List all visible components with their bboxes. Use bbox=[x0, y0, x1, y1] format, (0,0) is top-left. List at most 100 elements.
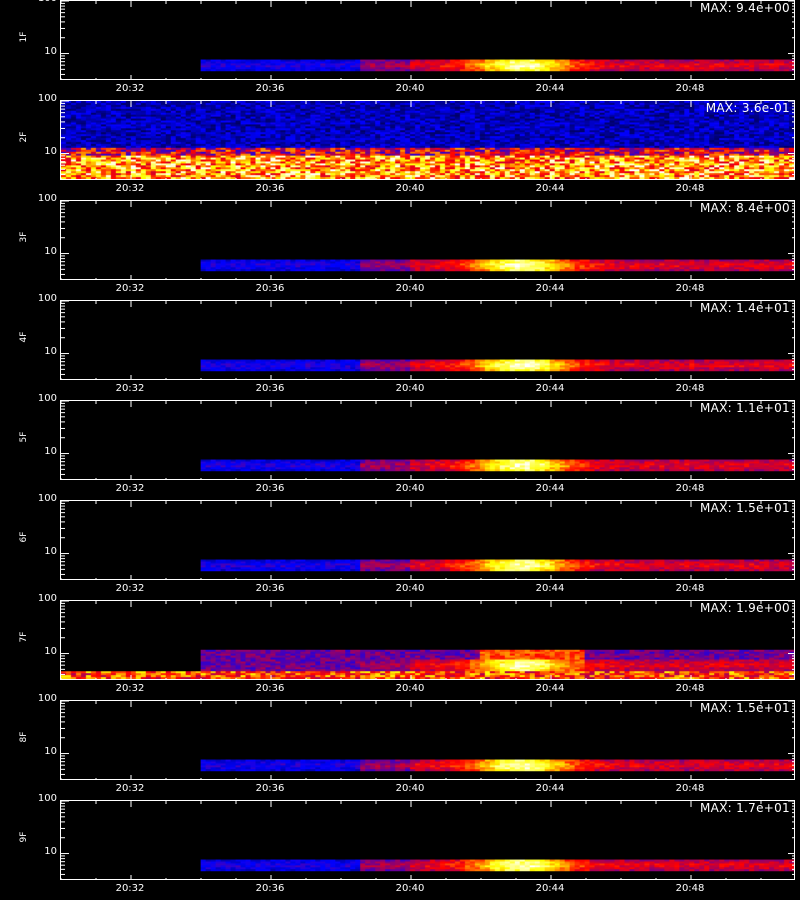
y-tick-label: 100 bbox=[37, 93, 57, 104]
spectrogram-heatmap bbox=[61, 301, 794, 379]
spectrogram-heatmap bbox=[61, 201, 794, 279]
channel-label: 8F bbox=[19, 731, 29, 743]
x-tick-label: 20:48 bbox=[675, 783, 705, 794]
axis-ticks bbox=[61, 1, 794, 79]
y-tick-label: 100 bbox=[37, 493, 57, 504]
channel-label: 3F bbox=[19, 231, 29, 243]
x-tick-label: 20:32 bbox=[115, 783, 145, 794]
x-tick-label: 20:36 bbox=[255, 283, 285, 294]
spectrogram-panel: 1F 100 10 MAX: 9.4e+00 20:32 20:36 20:40 20:44 2… bbox=[0, 0, 800, 100]
axis-ticks bbox=[61, 501, 794, 579]
channel-label: 2F bbox=[19, 131, 29, 143]
axis-ticks bbox=[61, 401, 794, 479]
y-tick-label: 10 bbox=[44, 145, 57, 157]
max-value-label: MAX: 9.4e+00 bbox=[699, 1, 790, 15]
x-tick-label: 20:36 bbox=[255, 83, 285, 94]
spectrogram-heatmap bbox=[61, 501, 794, 579]
spectrogram-panel: 5F 100 10 MAX: 1.1e+01 20:32 20:36 20:40 20:44 2… bbox=[0, 393, 800, 500]
x-tick-label: 20:36 bbox=[255, 583, 285, 594]
x-tick-label: 20:40 bbox=[395, 483, 425, 494]
x-tick-label: 20:32 bbox=[115, 383, 145, 394]
x-tick-label: 20:44 bbox=[535, 183, 565, 194]
spectrogram-heatmap bbox=[61, 701, 794, 779]
y-tick-label: 10 bbox=[44, 745, 57, 757]
axis-ticks bbox=[61, 801, 794, 879]
x-tick-label: 20:36 bbox=[255, 483, 285, 494]
max-value-label: MAX: 8.4e+00 bbox=[699, 201, 790, 215]
y-tick-label: 100 bbox=[37, 593, 57, 604]
x-tick-label: 20:48 bbox=[675, 883, 705, 894]
y-tick-label: 10 bbox=[44, 45, 57, 57]
y-tick-label: 10 bbox=[44, 245, 57, 257]
spectrogram-heatmap bbox=[61, 601, 794, 679]
spectrogram-plot bbox=[60, 400, 795, 480]
spectrogram-panel: 9F 100 10 MAX: 1.7e+01 20:32 20:36 20:40 20:44 2… bbox=[0, 793, 800, 900]
y-tick-label: 100 bbox=[37, 693, 57, 704]
x-tick-label: 20:44 bbox=[535, 383, 565, 394]
y-tick-label: 100 bbox=[37, 193, 57, 204]
max-value-label: MAX: 1.4e+01 bbox=[699, 301, 790, 315]
spectrogram-plot bbox=[60, 500, 795, 580]
spectrogram-plot bbox=[60, 700, 795, 780]
spectrogram-plot bbox=[60, 600, 795, 680]
y-tick-label: 100 bbox=[37, 293, 57, 304]
spectrogram-plot bbox=[60, 800, 795, 880]
y-tick-label: 10 bbox=[44, 545, 57, 557]
x-tick-label: 20:44 bbox=[535, 783, 565, 794]
channel-label: 5F bbox=[19, 431, 29, 443]
x-tick-label: 20:48 bbox=[675, 583, 705, 594]
x-tick-label: 20:48 bbox=[675, 283, 705, 294]
spectrogram-plot bbox=[60, 300, 795, 380]
x-tick-label: 20:48 bbox=[675, 83, 705, 94]
axis-ticks bbox=[61, 101, 794, 179]
x-tick-label: 20:36 bbox=[255, 783, 285, 794]
x-tick-label: 20:36 bbox=[255, 883, 285, 894]
spectrogram-panel: 7F 100 10 MAX: 1.9e+00 20:32 20:36 20:40 20:44 2… bbox=[0, 593, 800, 700]
x-tick-label: 20:48 bbox=[675, 383, 705, 394]
x-tick-label: 20:32 bbox=[115, 183, 145, 194]
x-tick-label: 20:48 bbox=[675, 183, 705, 194]
y-tick-label: 10 bbox=[44, 345, 57, 357]
x-tick-label: 20:44 bbox=[535, 683, 565, 694]
channel-label: 4F bbox=[19, 331, 29, 343]
x-tick-label: 20:40 bbox=[395, 183, 425, 194]
max-value-label: MAX: 1.5e+01 bbox=[699, 701, 790, 715]
max-value-label: MAX: 1.7e+01 bbox=[699, 801, 790, 815]
x-tick-label: 20:48 bbox=[675, 483, 705, 494]
spectrogram-heatmap bbox=[61, 101, 794, 179]
y-tick-label: 100 bbox=[38, 0, 57, 4]
y-tick-label: 10 bbox=[44, 445, 57, 457]
channel-label: 9F bbox=[19, 831, 29, 843]
x-tick-label: 20:40 bbox=[395, 683, 425, 694]
x-tick-label: 20:32 bbox=[115, 83, 145, 94]
spectrogram-plot bbox=[60, 200, 795, 280]
spectrogram-plot bbox=[60, 100, 795, 180]
x-tick-label: 20:32 bbox=[115, 583, 145, 594]
x-tick-label: 20:32 bbox=[115, 483, 145, 494]
x-tick-label: 20:40 bbox=[395, 83, 425, 94]
y-tick-label: 100 bbox=[37, 793, 57, 804]
x-tick-label: 20:40 bbox=[395, 783, 425, 794]
axis-ticks bbox=[61, 301, 794, 379]
x-tick-label: 20:40 bbox=[395, 383, 425, 394]
x-tick-label: 20:36 bbox=[255, 683, 285, 694]
x-tick-label: 20:44 bbox=[535, 483, 565, 494]
x-tick-label: 20:32 bbox=[115, 683, 145, 694]
axis-ticks bbox=[61, 201, 794, 279]
x-tick-label: 20:36 bbox=[255, 183, 285, 194]
x-tick-label: 20:48 bbox=[675, 683, 705, 694]
axis-ticks bbox=[61, 701, 794, 779]
spectrogram-panel: 6F 100 10 MAX: 1.5e+01 20:32 20:36 20:40 20:44 2… bbox=[0, 493, 800, 600]
channel-label: 7F bbox=[19, 631, 29, 643]
spectrogram-panel: 4F 100 10 MAX: 1.4e+01 20:32 20:36 20:40 20:44 2… bbox=[0, 293, 800, 400]
x-tick-label: 20:40 bbox=[395, 883, 425, 894]
x-tick-label: 20:36 bbox=[255, 383, 285, 394]
channel-label: 1F bbox=[19, 31, 29, 43]
max-value-label: MAX: 3.6e-01 bbox=[705, 101, 790, 115]
spectrogram-panel: 3F 100 10 MAX: 8.4e+00 20:32 20:36 20:40 20:44 2… bbox=[0, 193, 800, 300]
y-tick-label: 10 bbox=[44, 645, 57, 657]
spectrogram-heatmap bbox=[61, 801, 794, 879]
x-tick-label: 20:32 bbox=[115, 883, 145, 894]
x-tick-label: 20:40 bbox=[395, 283, 425, 294]
spectrogram-panel: 8F 100 10 MAX: 1.5e+01 20:32 20:36 20:40 20:44 2… bbox=[0, 693, 800, 800]
